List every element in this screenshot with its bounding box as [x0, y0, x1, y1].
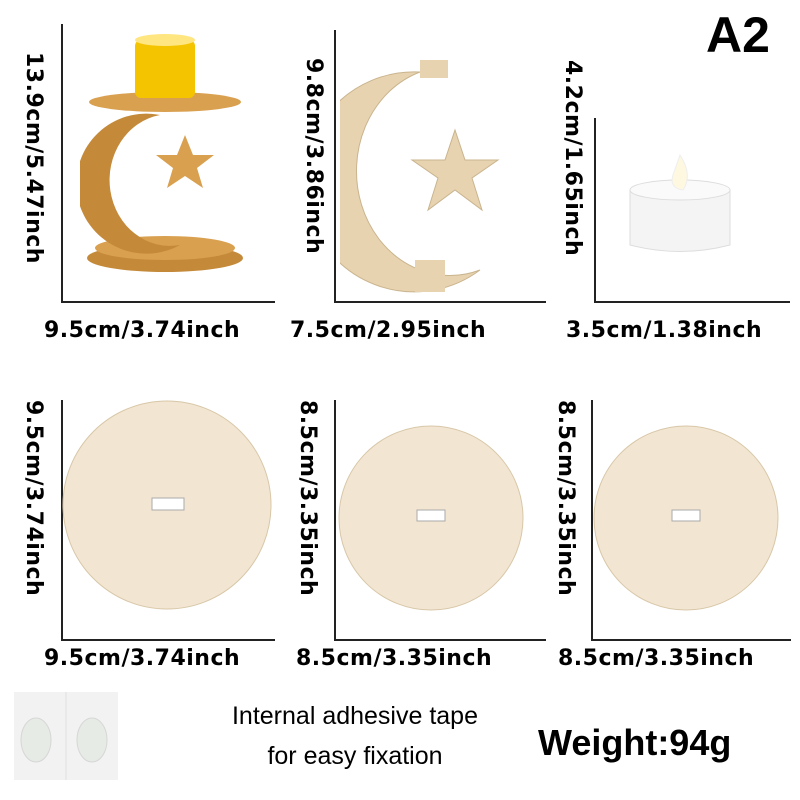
candle-holder-image — [80, 34, 243, 272]
width-label: 7.5cm/2.95inch — [290, 318, 487, 343]
variant-label: A2 — [706, 7, 770, 63]
height-label: 9.8cm/3.86inch — [301, 58, 326, 255]
weight-label: Weight:94g — [538, 722, 732, 763]
width-axis — [594, 301, 790, 303]
width-label: 8.5cm/3.35inch — [558, 646, 755, 671]
width-axis — [334, 639, 546, 641]
width-label: 9.5cm/3.74inch — [44, 318, 241, 343]
height-label: 8.5cm/3.35inch — [295, 400, 320, 597]
width-axis — [591, 639, 791, 641]
moon-star-image — [340, 60, 500, 293]
tape-caption-line2: for easy fixation — [267, 742, 443, 770]
width-axis — [61, 301, 275, 303]
height-label: 9.5cm/3.74inch — [21, 400, 46, 597]
tape-caption-line1: Internal adhesive tape — [231, 702, 478, 730]
height-axis — [334, 30, 336, 303]
medium-disc-image — [338, 425, 524, 611]
width-axis — [61, 639, 275, 641]
width-label: 3.5cm/1.38inch — [566, 318, 763, 343]
width-label: 8.5cm/3.35inch — [296, 646, 493, 671]
height-axis — [61, 24, 63, 303]
medium-disc-image — [593, 425, 779, 611]
height-label: 13.9cm/5.47inch — [21, 52, 46, 264]
width-axis — [334, 301, 546, 303]
adhesive-tape-image — [14, 692, 118, 780]
height-axis — [591, 400, 593, 641]
height-axis — [594, 118, 596, 303]
height-label: 4.2cm/1.65inch — [560, 60, 585, 257]
large-disc-image — [62, 400, 272, 610]
height-axis — [334, 400, 336, 641]
height-label: 8.5cm/3.35inch — [553, 400, 578, 597]
height-axis — [61, 400, 63, 641]
width-label: 9.5cm/3.74inch — [44, 646, 241, 671]
tealight-image — [629, 153, 731, 252]
